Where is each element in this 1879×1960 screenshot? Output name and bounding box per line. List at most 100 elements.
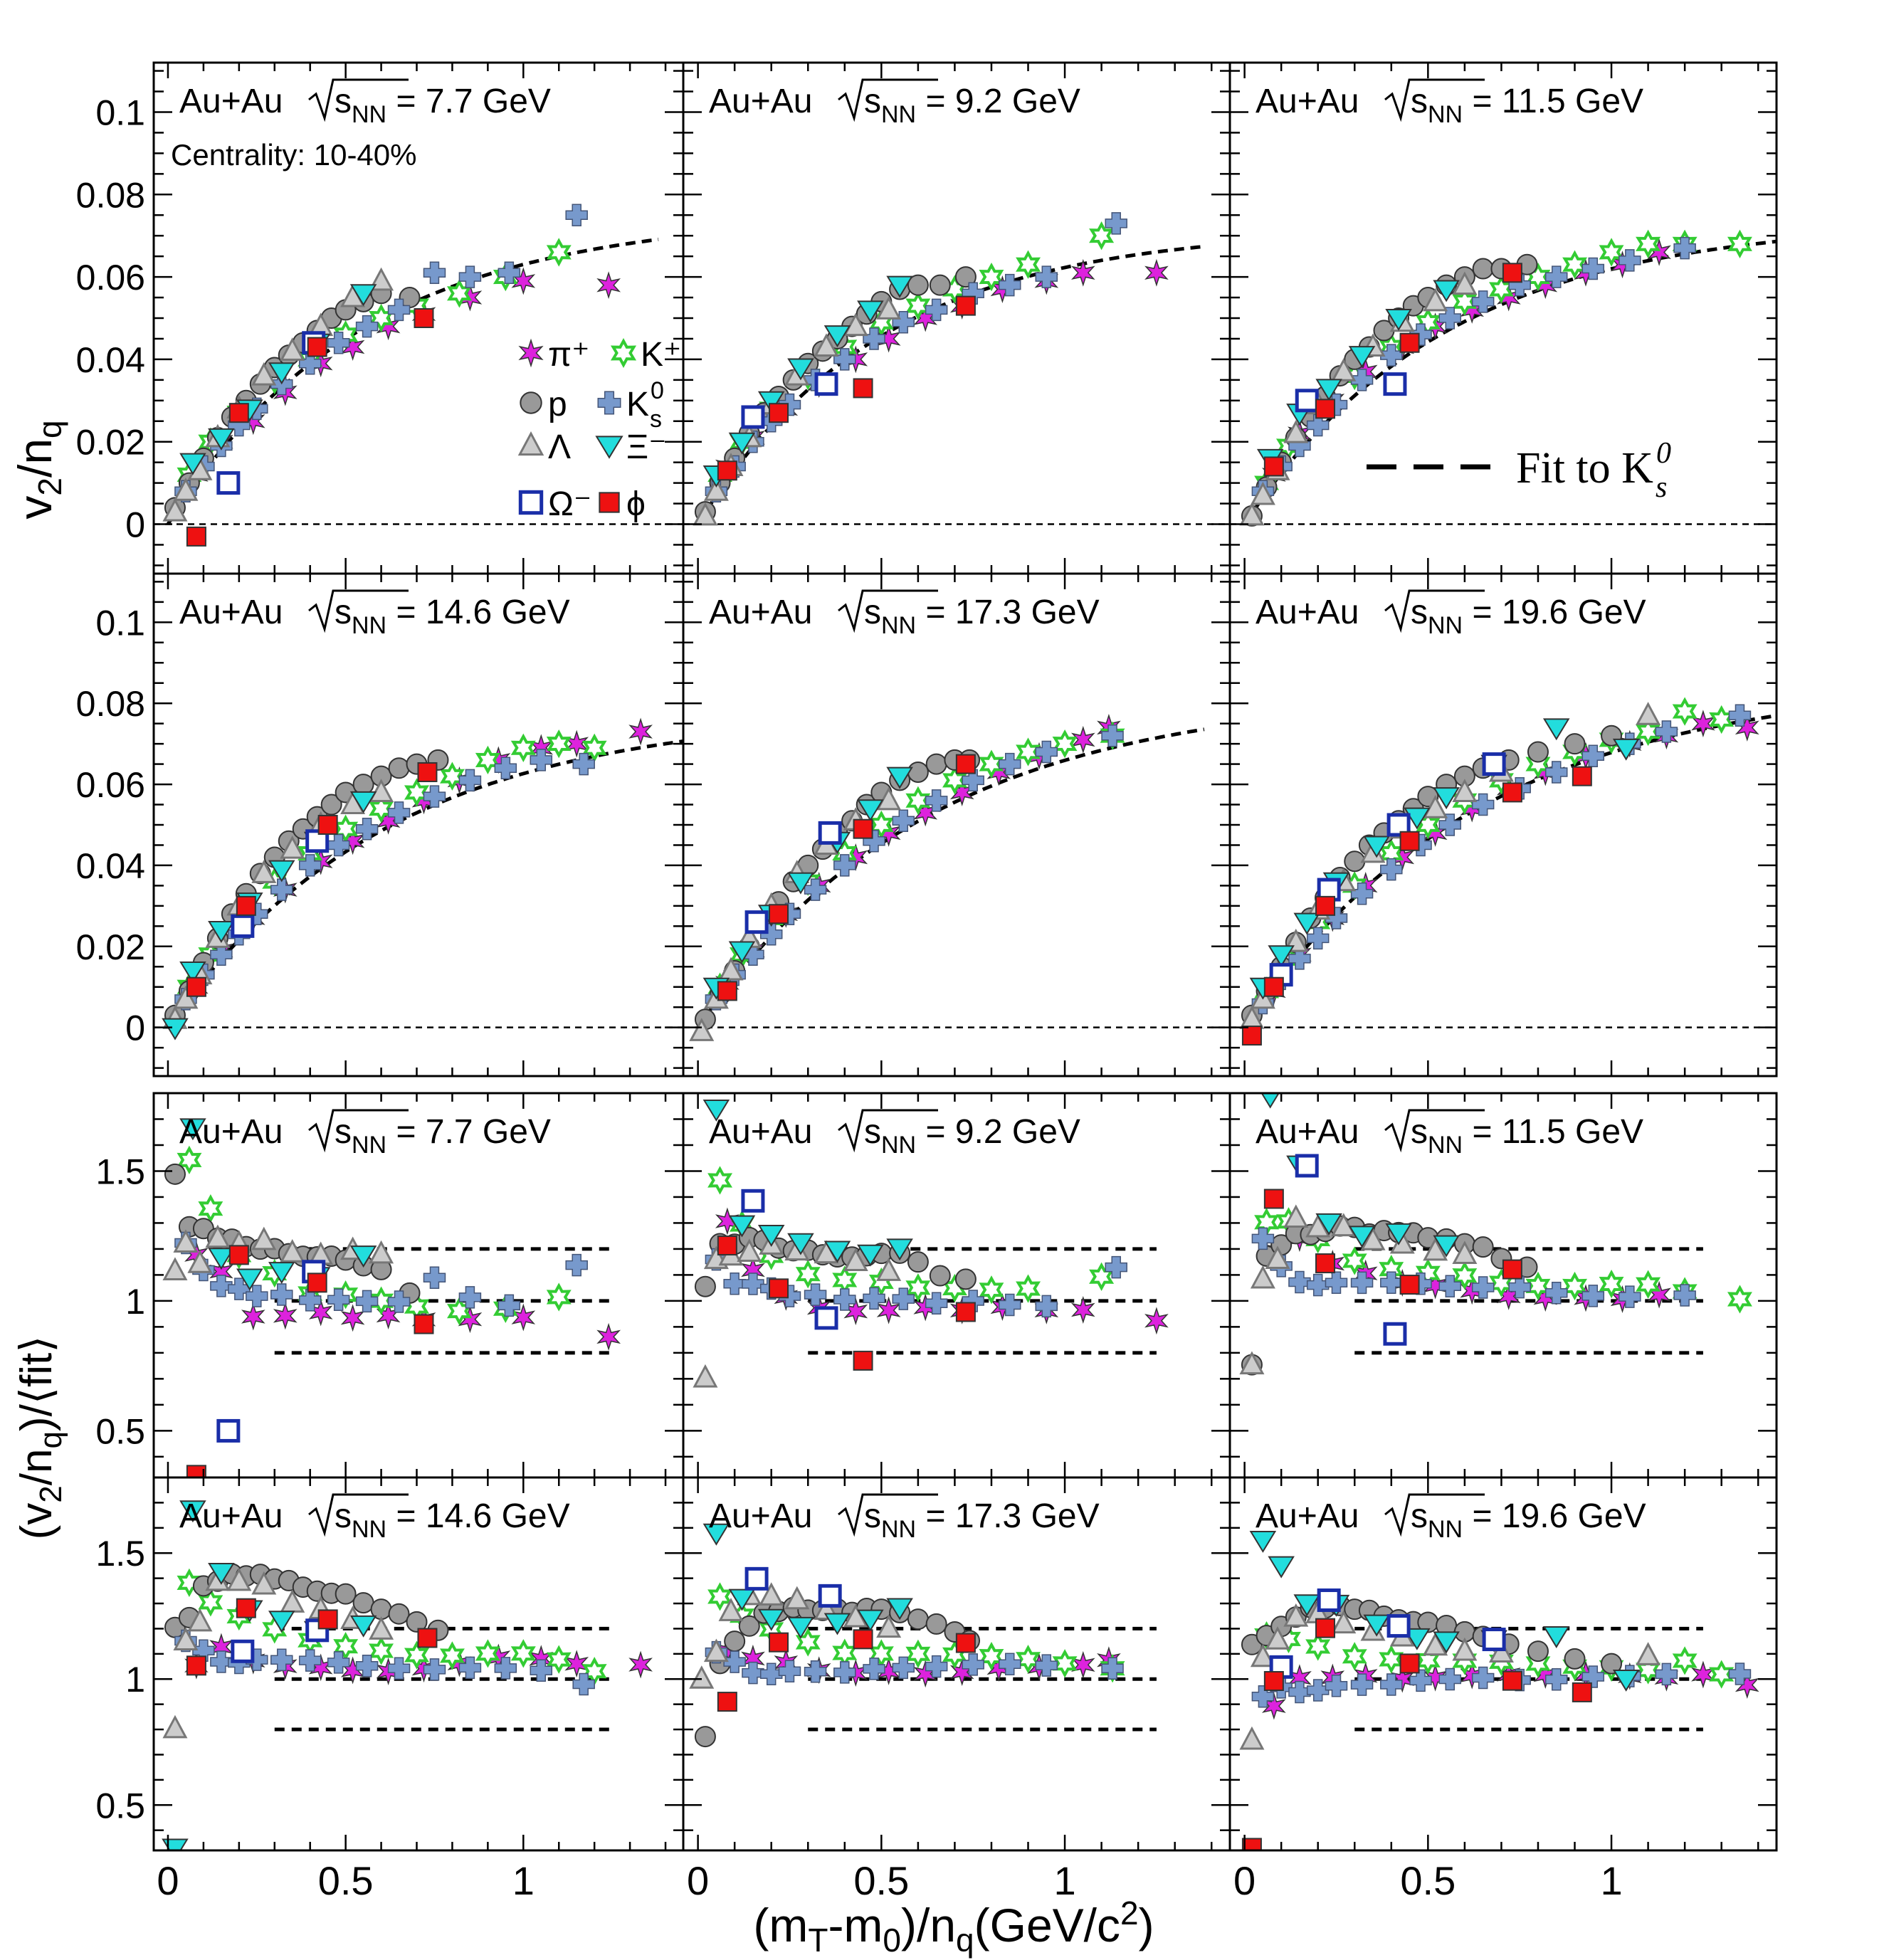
energy-label: Au+Au bbox=[179, 1113, 283, 1151]
data-points bbox=[689, 1523, 1125, 1748]
sqrt-sign bbox=[838, 78, 938, 122]
point-K0s-7.7-9 bbox=[387, 298, 411, 322]
point-Xi-11.5-4 bbox=[1385, 309, 1412, 331]
point-K-9.2-6 bbox=[905, 1273, 931, 1302]
point-K-7.7-10 bbox=[546, 1282, 572, 1312]
point-phi-17.3-2 bbox=[853, 818, 873, 839]
point-Lambda-19.6-8 bbox=[1423, 795, 1448, 818]
point-phi-7.7-3 bbox=[414, 1314, 434, 1334]
point-Omega-11.5-1 bbox=[1383, 1322, 1407, 1346]
xlab-sup2: 2 bbox=[1120, 1895, 1139, 1932]
sqrt-s-label: sNN = 19.6 GeV bbox=[1411, 1497, 1646, 1543]
y-tick-label: 0.5 bbox=[95, 1786, 145, 1825]
point-K-11.5-11 bbox=[1636, 1270, 1661, 1299]
point-K0s-7.7-11 bbox=[458, 265, 482, 288]
point-K0s-14.6-5 bbox=[270, 878, 293, 901]
point-K-11.5-13 bbox=[1727, 1285, 1752, 1314]
point-K-17.3-6 bbox=[905, 786, 931, 815]
legend-item-pi: π⁺ bbox=[518, 336, 589, 374]
point-Omega-19.6-3 bbox=[1482, 1628, 1506, 1652]
legend-label-phi: ϕ bbox=[626, 485, 646, 523]
nn-subscript: NN bbox=[881, 101, 916, 128]
point-phi-7.7-1 bbox=[228, 1245, 249, 1265]
point-phi-19.6-5 bbox=[1572, 766, 1592, 786]
point-K0s-17.3-13 bbox=[1101, 1657, 1124, 1680]
point-Lambda-17.3-0 bbox=[689, 1665, 715, 1689]
point-pi-19.6-12 bbox=[1691, 710, 1715, 738]
point-K0s-17.3-6 bbox=[833, 854, 856, 877]
point-Omega-17.3-1 bbox=[818, 821, 842, 845]
y-axis-label-top: v2/nq bbox=[9, 420, 68, 519]
point-K0s-19.6-4 bbox=[1325, 1674, 1348, 1697]
point-phi-19.6-0 bbox=[1241, 1838, 1262, 1850]
point-p-9.2-14 bbox=[907, 274, 929, 296]
energy-label: Au+Au bbox=[1256, 1113, 1359, 1151]
point-K0s-17.3-6 bbox=[833, 1661, 856, 1684]
point-K-9.2-4 bbox=[832, 1265, 858, 1295]
point-K-9.2-6 bbox=[905, 291, 931, 320]
point-Xi-7.7-5 bbox=[349, 1245, 377, 1268]
point-K0s-17.3-12 bbox=[1035, 1654, 1058, 1677]
point-K0s-9.2-9 bbox=[925, 298, 948, 322]
point-Xi-14.6-4 bbox=[268, 860, 295, 882]
y-tick-label: 1 bbox=[125, 1660, 145, 1700]
point-Lambda-11.5-3 bbox=[1283, 419, 1309, 443]
nn-subscript: NN bbox=[881, 1516, 916, 1543]
point-Lambda-17.3-8 bbox=[876, 1614, 902, 1638]
point-phi-17.3-1 bbox=[769, 1632, 789, 1653]
legend-marker-K0s bbox=[597, 391, 621, 415]
energy-label: Au+Au bbox=[1256, 594, 1359, 631]
point-phi-14.6-3 bbox=[417, 762, 438, 782]
point-Xi-7.7-1 bbox=[208, 428, 235, 451]
fit-legend-text: Fit to K bbox=[1516, 444, 1653, 492]
system-name: Au+Au bbox=[179, 1497, 283, 1535]
legend-sup-0: 0 bbox=[651, 377, 664, 404]
point-Xi-19.6-4 bbox=[1363, 1614, 1390, 1637]
system-name: Au+Au bbox=[1256, 594, 1359, 631]
legend-label-text: Ξ⁻ bbox=[626, 428, 667, 466]
point-Xi-9.2-2 bbox=[757, 391, 785, 413]
point-pi-9.2-11 bbox=[1144, 1307, 1169, 1335]
point-Lambda-11.5-4 bbox=[1305, 1213, 1331, 1238]
point-Xi-19.6-2 bbox=[1293, 912, 1321, 935]
xlab-e: ) bbox=[1139, 1899, 1154, 1951]
legend-label-text: Λ bbox=[548, 428, 571, 466]
point-K0s-14.6-2 bbox=[210, 943, 233, 966]
sqrt-s-label: sNN = 11.5 GeV bbox=[1411, 1113, 1643, 1159]
point-Xi-9.2-6 bbox=[886, 1238, 913, 1261]
point-Lambda-14.6-1 bbox=[173, 1627, 199, 1650]
point-Xi-19.6-1 bbox=[1268, 1556, 1295, 1579]
point-K0s-17.3-9 bbox=[925, 1655, 948, 1678]
point-Lambda-9.2-0 bbox=[693, 502, 718, 526]
point-K0s-11.5-4 bbox=[1325, 1271, 1348, 1294]
legend-label-Lambda: Λ bbox=[548, 428, 571, 466]
legend-marker-pi bbox=[518, 338, 544, 368]
point-K-11.5-11 bbox=[1636, 229, 1661, 258]
sqrt-s-label: sNN = 9.2 GeV bbox=[864, 83, 1080, 128]
sqrt-s-label: sNN = 7.7 GeV bbox=[335, 83, 551, 128]
point-Lambda-14.6-6 bbox=[280, 835, 305, 859]
legend-item-Omega: Ω⁻ bbox=[518, 485, 591, 523]
point-K0s-19.6-12 bbox=[1581, 744, 1605, 767]
point-Xi-17.3-3 bbox=[787, 1616, 814, 1639]
legend-label-text: K bbox=[626, 386, 649, 423]
point-Lambda-11.5-5 bbox=[1331, 358, 1357, 381]
point-K0s-7.7-6 bbox=[298, 1289, 322, 1312]
point-K0s-19.6-0 bbox=[1251, 1685, 1275, 1708]
point-p-11.5-15 bbox=[1472, 258, 1494, 280]
panel-v2-7.7-gev: 00.020.040.060.080.1 Au+Au sNN = 7.7 GeV bbox=[76, 61, 685, 575]
energy-value: = 19.6 GeV bbox=[1463, 594, 1646, 631]
xlab-subq: q bbox=[956, 1922, 974, 1959]
panel-v2-17.3-gev: Au+Au sNN = 17.3 GeV bbox=[682, 572, 1231, 1078]
point-Lambda-19.6-11 bbox=[1636, 702, 1661, 725]
point-K-14.6-11 bbox=[546, 1645, 572, 1674]
legend-item-Xi: Ξ⁻ bbox=[595, 428, 667, 466]
point-K0s-7.7-10 bbox=[423, 1266, 446, 1290]
point-phi-14.6-0 bbox=[186, 976, 206, 997]
panel-v2-11.5-gev: Au+Au sNN = 11.5 GeV bbox=[1228, 61, 1778, 575]
point-K0s-7.7-13 bbox=[565, 1253, 588, 1277]
system-name: Au+Au bbox=[709, 83, 812, 120]
point-Omega-19.6-2 bbox=[1386, 1614, 1411, 1638]
fit-legend-sub: s bbox=[1656, 471, 1667, 504]
s-var: s bbox=[864, 594, 881, 631]
